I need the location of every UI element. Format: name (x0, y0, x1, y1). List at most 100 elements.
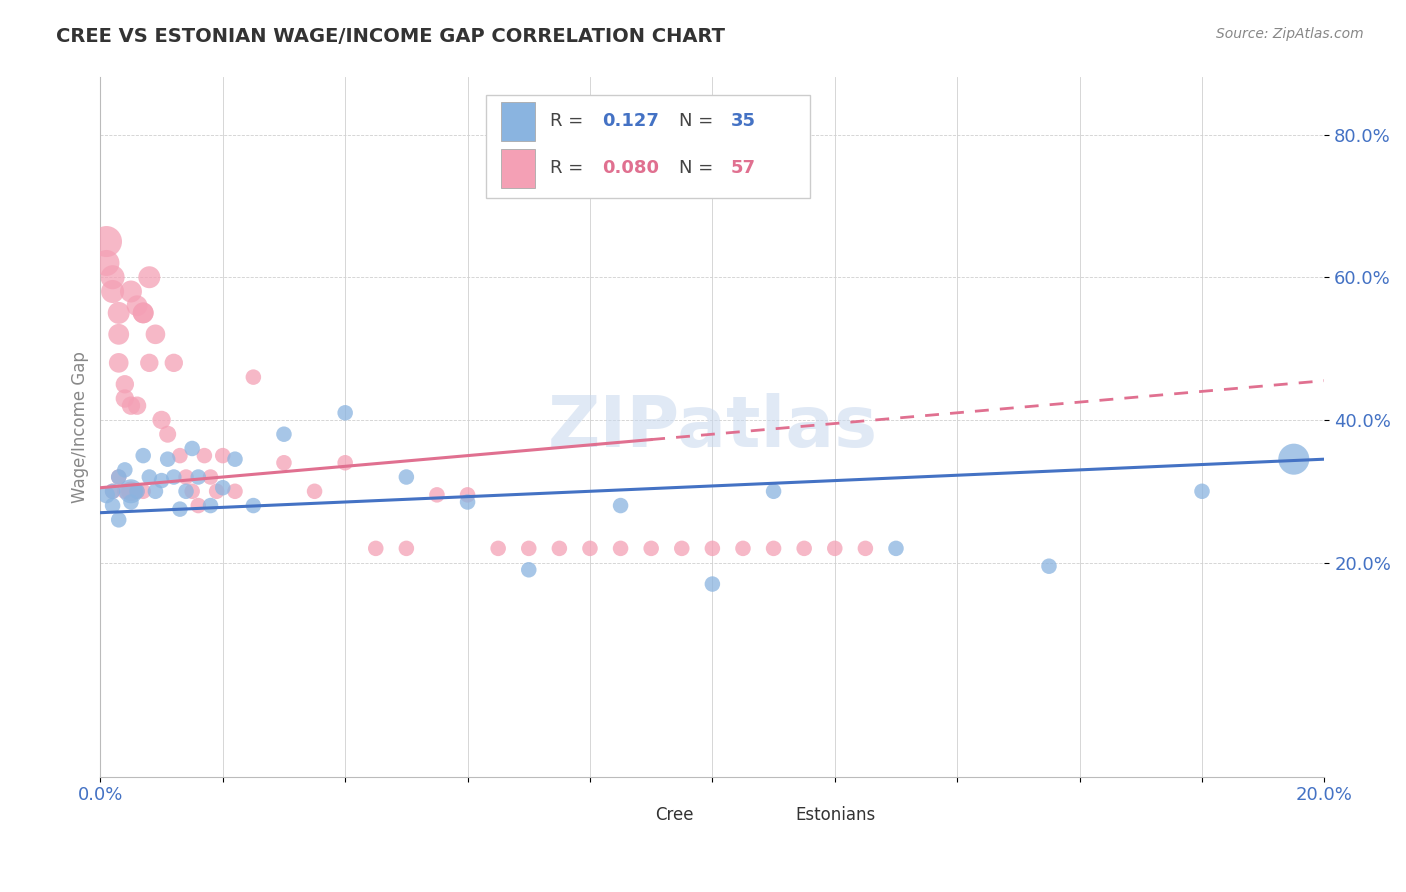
Point (169, 502, 191, 516)
Point (211, 449, 233, 463)
Text: R =: R = (550, 112, 583, 130)
Text: R =: R = (550, 160, 583, 178)
Point (426, 488, 449, 502)
Point (101, 499, 124, 513)
Point (224, 484, 246, 499)
Point (114, 392, 136, 406)
Point (132, 449, 155, 463)
Point (273, 427, 295, 442)
Point (138, 470, 160, 484)
Point (187, 470, 209, 484)
Point (132, 306, 155, 320)
Point (211, 481, 233, 495)
Point (120, 399, 142, 413)
Point (640, 541, 662, 556)
Point (1038, 559, 1060, 574)
Point (793, 541, 815, 556)
Point (193, 449, 215, 463)
Point (132, 306, 155, 320)
Text: 0.127: 0.127 (602, 112, 659, 130)
Text: Source: ZipAtlas.com: Source: ZipAtlas.com (1216, 27, 1364, 41)
Point (548, 541, 571, 556)
Point (114, 463, 136, 477)
Bar (761, 803, 789, 830)
Point (107, 306, 129, 320)
Point (609, 499, 631, 513)
Point (200, 499, 222, 513)
Text: 57: 57 (731, 160, 756, 178)
Bar (501, 103, 534, 141)
Point (120, 285, 142, 299)
Text: 0.080: 0.080 (602, 160, 659, 178)
Point (107, 356, 129, 370)
Point (702, 541, 724, 556)
Point (125, 299, 148, 313)
Point (395, 470, 418, 484)
Point (107, 470, 129, 484)
Text: ZIPatlas: ZIPatlas (547, 392, 877, 461)
Text: 35: 35 (731, 112, 756, 130)
Point (609, 541, 631, 556)
Point (200, 470, 222, 484)
Point (145, 484, 167, 499)
Point (101, 285, 124, 299)
Point (242, 499, 264, 513)
Point (101, 484, 124, 499)
Point (1282, 452, 1305, 467)
Point (150, 474, 173, 488)
Text: CREE VS ESTONIAN WAGE/INCOME GAP CORRELATION CHART: CREE VS ESTONIAN WAGE/INCOME GAP CORRELA… (56, 27, 725, 45)
Point (1191, 484, 1213, 499)
Point (187, 499, 209, 513)
Point (150, 413, 173, 427)
Point (114, 484, 136, 499)
Point (125, 399, 148, 413)
Point (138, 270, 160, 285)
Y-axis label: Wage/Income Gap: Wage/Income Gap (72, 351, 89, 503)
FancyBboxPatch shape (486, 95, 810, 198)
Bar (620, 803, 648, 830)
Point (101, 270, 124, 285)
Point (364, 541, 387, 556)
Point (671, 541, 693, 556)
Point (96, 235, 118, 249)
Point (486, 541, 509, 556)
Point (224, 452, 246, 467)
Point (107, 327, 129, 342)
Point (457, 488, 479, 502)
Point (156, 427, 179, 442)
Text: Estonians: Estonians (796, 806, 876, 824)
Point (120, 484, 142, 499)
Point (96, 256, 118, 270)
Point (304, 484, 326, 499)
Point (120, 484, 142, 499)
Point (181, 442, 204, 456)
Point (181, 484, 204, 499)
Point (824, 541, 846, 556)
Point (132, 484, 155, 499)
Point (114, 377, 136, 392)
Point (174, 484, 197, 499)
Point (333, 406, 356, 420)
Point (762, 484, 785, 499)
Point (853, 541, 876, 556)
Point (517, 541, 540, 556)
Bar (501, 149, 534, 187)
Point (101, 484, 124, 499)
Point (156, 452, 179, 467)
Point (174, 470, 197, 484)
Point (125, 484, 148, 499)
Point (731, 541, 754, 556)
Point (138, 356, 160, 370)
Text: Cree: Cree (655, 806, 693, 824)
Point (884, 541, 907, 556)
Point (395, 541, 418, 556)
Point (579, 541, 602, 556)
Point (96, 488, 118, 502)
Point (169, 449, 191, 463)
Point (120, 495, 142, 509)
Point (145, 327, 167, 342)
Text: N =: N = (679, 160, 714, 178)
Point (517, 563, 540, 577)
Text: N =: N = (679, 112, 714, 130)
Point (205, 484, 228, 499)
